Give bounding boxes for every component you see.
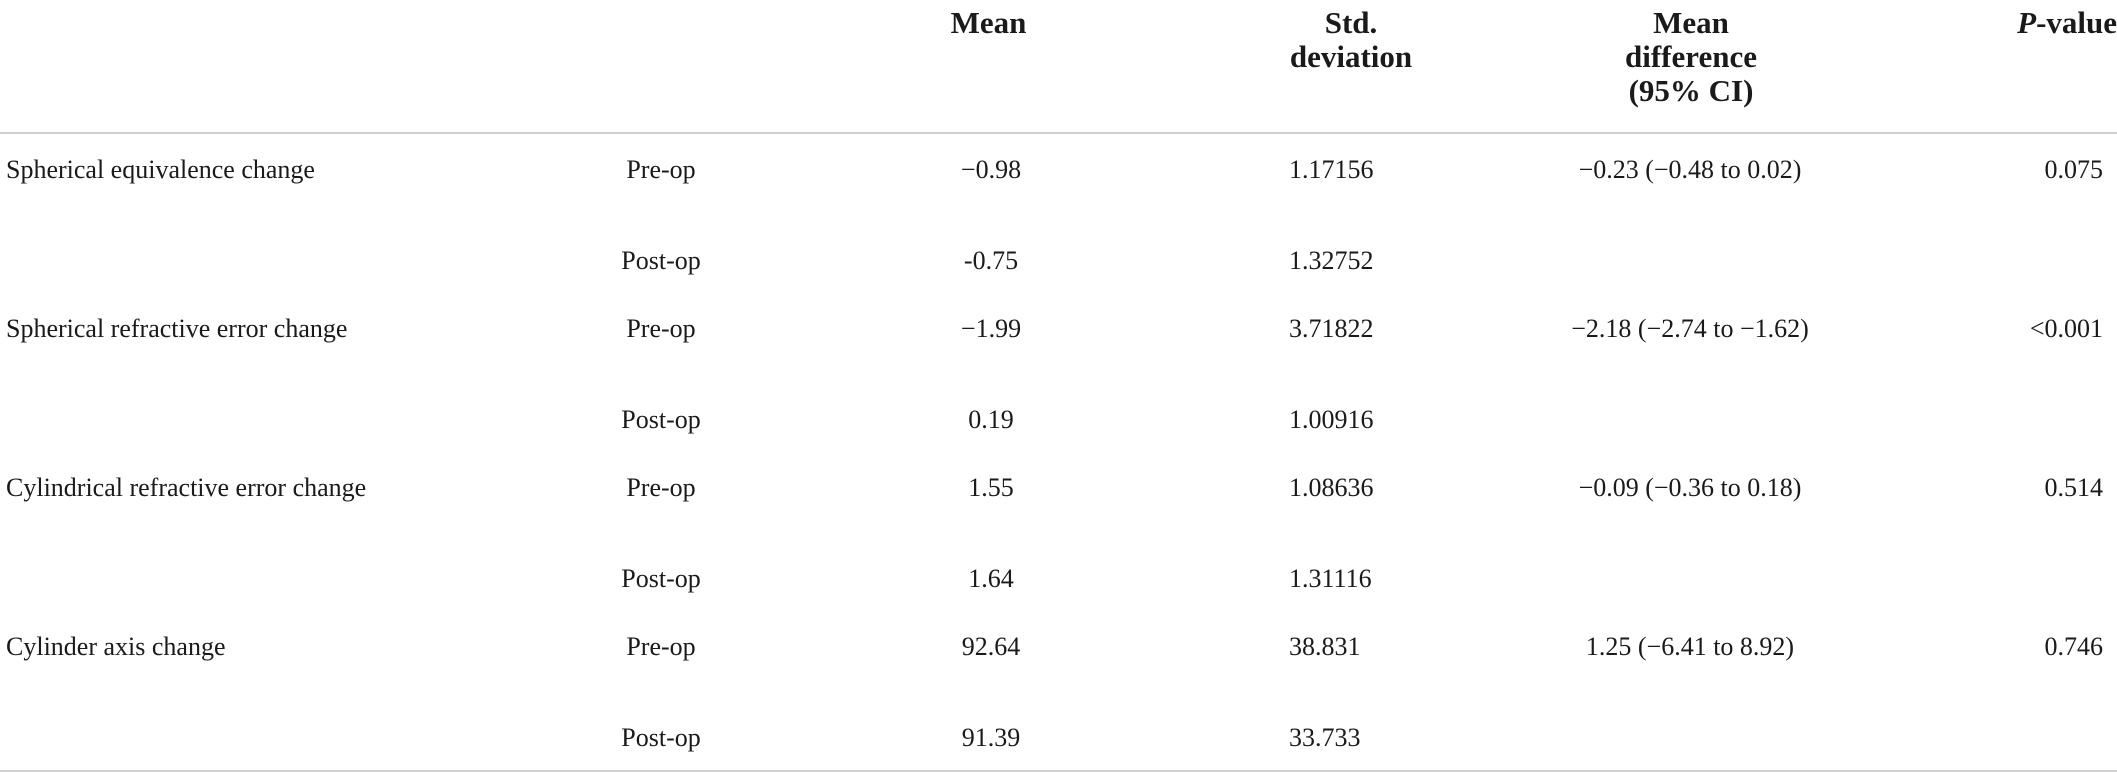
mean-difference-value: −0.23 (−0.48 to 0.02) — [1578, 155, 1802, 184]
sd-cell: 3.71822 — [1289, 314, 1374, 343]
time-cell: Post-op — [621, 564, 701, 593]
sd-cell: 1.00916 — [1289, 405, 1374, 434]
p-value-cell: 0.075 — [2044, 155, 2104, 184]
p-value-cell: 0.746 — [2044, 632, 2104, 661]
mean-value: 91.39 — [961, 723, 1021, 752]
header-p-rest: -value — [2036, 5, 2117, 40]
p-value-cell — [1908, 719, 2117, 771]
header-mean-difference: Mean difference (95% CI) — [1474, 0, 1908, 133]
p-value-cell — [1908, 242, 2117, 293]
mean-value: 1.55 — [968, 473, 1014, 502]
time-cell: Post-op — [621, 723, 701, 752]
mean-difference-cell: −2.18 (−2.74 to −1.62) — [1474, 293, 1908, 401]
measure-cell — [0, 719, 556, 771]
measure-cell — [0, 401, 556, 452]
mean-cell: −0.98 — [754, 133, 1228, 242]
table-row: Post-op 0.19 1.00916 — [0, 401, 2117, 452]
table-row: Spherical equivalence change Pre-op −0.9… — [0, 133, 2117, 242]
mean-cell: −1.99 — [754, 293, 1228, 401]
p-value-cell — [1908, 401, 2117, 452]
time-cell: Pre-op — [626, 473, 696, 502]
time-cell: Pre-op — [626, 314, 696, 343]
mean-cell: 91.39 — [754, 719, 1228, 771]
sd-cell: 1.08636 — [1289, 473, 1374, 502]
header-p-value: P-value — [1908, 0, 2117, 133]
sd-cell: 1.31116 — [1289, 564, 1372, 593]
mean-difference-value: −2.18 (−2.74 to −1.62) — [1571, 314, 1809, 343]
measure-cell: Spherical equivalence change — [6, 155, 315, 184]
mean-difference-cell: −0.23 (−0.48 to 0.02) — [1474, 133, 1908, 242]
time-cell: Pre-op — [626, 632, 696, 661]
header-measure — [0, 0, 556, 133]
table-body: Spherical equivalence change Pre-op −0.9… — [0, 133, 2117, 771]
page: Mean Std. deviation Mean difference (95%… — [0, 6, 2117, 771]
sd-cell: 1.17156 — [1289, 155, 1374, 184]
header-sd-line1: Std. — [1324, 5, 1378, 40]
mean-cell: -0.75 — [754, 242, 1228, 293]
mean-value: −0.98 — [960, 155, 1022, 184]
measure-cell — [0, 242, 556, 293]
mean-value: 0.19 — [968, 405, 1014, 434]
header-mean-label: Mean — [950, 5, 1027, 40]
mean-cell: 92.64 — [754, 611, 1228, 719]
table-header: Mean Std. deviation Mean difference (95%… — [0, 0, 2117, 133]
mean-cell: 1.55 — [754, 452, 1228, 560]
table-row: Cylindrical refractive error change Pre-… — [0, 452, 2117, 560]
header-sd-line2: deviation — [1289, 39, 1413, 74]
header-p-italic: P — [2017, 5, 2037, 40]
measure-cell: Spherical refractive error change — [6, 314, 348, 343]
header-time — [556, 0, 754, 133]
mean-difference-cell: 1.25 (−6.41 to 8.92) — [1474, 611, 1908, 719]
sd-cell: 33.733 — [1289, 723, 1361, 752]
header-mean: Mean — [754, 0, 1228, 133]
sd-cell: 38.831 — [1289, 632, 1361, 661]
time-cell: Post-op — [621, 405, 701, 434]
p-value-cell — [1908, 560, 2117, 611]
mean-difference-cell — [1474, 560, 1908, 611]
p-value-cell: 0.514 — [2044, 473, 2104, 502]
mean-difference-value: −0.09 (−0.36 to 0.18) — [1578, 473, 1802, 502]
mean-difference-value: 1.25 (−6.41 to 8.92) — [1585, 632, 1795, 661]
table-row: Post-op -0.75 1.32752 — [0, 242, 2117, 293]
mean-value: 92.64 — [961, 632, 1021, 661]
table-row: Post-op 1.64 1.31116 — [0, 560, 2117, 611]
header-std-deviation: Std. deviation — [1228, 0, 1474, 133]
time-cell: Post-op — [621, 246, 701, 275]
measure-cell: Cylindrical refractive error change — [6, 473, 367, 502]
measure-cell: Cylinder axis change — [6, 632, 226, 661]
measure-cell — [0, 560, 556, 611]
header-diff-line1: Mean — [1653, 5, 1729, 40]
p-value-cell: <0.001 — [2029, 314, 2103, 343]
mean-value: -0.75 — [963, 246, 1019, 275]
mean-value: 1.64 — [968, 564, 1014, 593]
mean-difference-cell — [1474, 401, 1908, 452]
sd-cell: 1.32752 — [1289, 246, 1374, 275]
header-diff-line3: (95% CI) — [1628, 73, 1754, 108]
mean-difference-cell — [1474, 242, 1908, 293]
mean-cell: 0.19 — [754, 401, 1228, 452]
table-row: Spherical refractive error change Pre-op… — [0, 293, 2117, 401]
table-row: Post-op 91.39 33.733 — [0, 719, 2117, 771]
mean-difference-cell: −0.09 (−0.36 to 0.18) — [1474, 452, 1908, 560]
time-cell: Pre-op — [626, 155, 696, 184]
mean-cell: 1.64 — [754, 560, 1228, 611]
header-row: Mean Std. deviation Mean difference (95%… — [0, 0, 2117, 133]
mean-value: −1.99 — [960, 314, 1022, 343]
mean-difference-cell — [1474, 719, 1908, 771]
table-row: Cylinder axis change Pre-op 92.64 38.831… — [0, 611, 2117, 719]
header-diff-line2: difference — [1625, 39, 1757, 74]
